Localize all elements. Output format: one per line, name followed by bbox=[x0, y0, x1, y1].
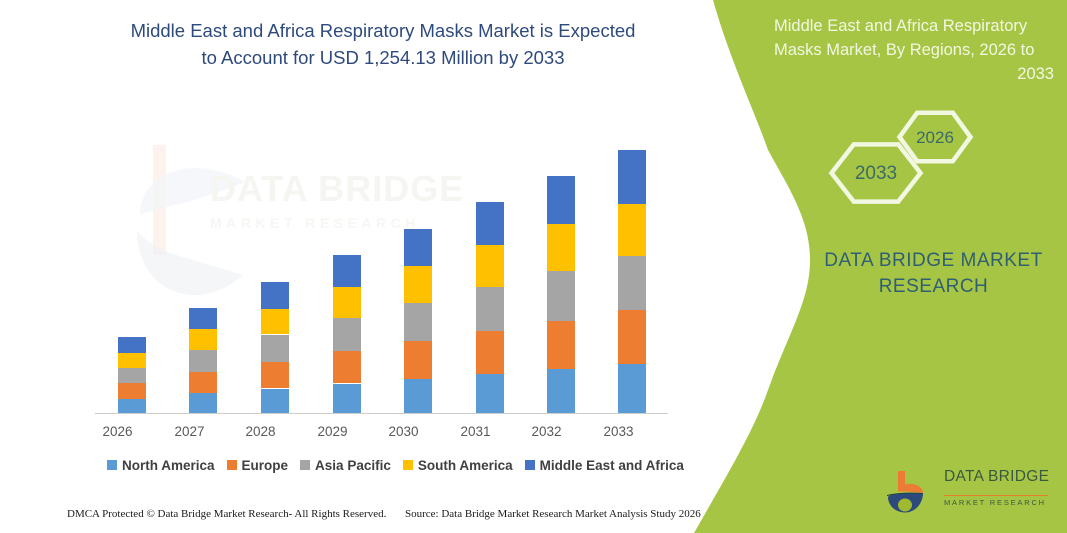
svg-text:2026: 2026 bbox=[916, 128, 954, 147]
svg-text:2033: 2033 bbox=[855, 163, 897, 184]
